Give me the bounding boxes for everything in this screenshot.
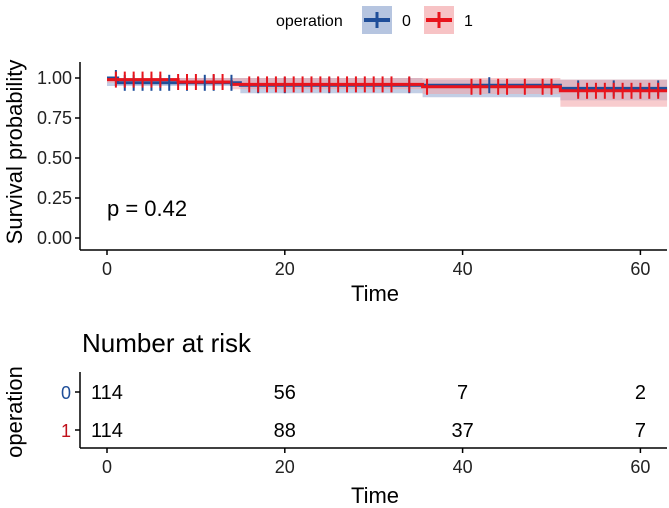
risk-cell: 2 [635, 382, 646, 404]
risk-x-axis-title: Time [351, 483, 399, 508]
risk-cell: 37 [451, 420, 473, 442]
risk-table-title: Number at risk [82, 328, 252, 358]
risk-strata-label-0: 0 [61, 383, 71, 403]
legend-label-1: 1 [464, 13, 473, 30]
risk-strata-label-1: 1 [61, 421, 71, 441]
y-tick-label: 0.25 [37, 188, 72, 208]
y-tick-label: 1.00 [37, 68, 72, 88]
risk-x-tick-label: 20 [275, 457, 295, 477]
risk-cell: 114 [91, 420, 123, 442]
risk-cell: 114 [91, 382, 123, 404]
survival-plot: 0.00 0.25 0.50 0.75 1.00 0 20 40 60 Survival pr… [2, 60, 668, 306]
x-tick-label: 0 [102, 259, 112, 279]
risk-cell: 88 [274, 420, 296, 442]
p-value-annotation: p = 0.42 [107, 196, 187, 221]
risk-cell: 56 [274, 382, 296, 404]
risk-x-tick-label: 0 [102, 457, 112, 477]
x-tick-label: 60 [630, 259, 650, 279]
legend-entry-1: 1 [424, 6, 473, 34]
y-axis-title: Survival probability [2, 60, 27, 245]
y-tick-label: 0.75 [37, 108, 72, 128]
legend-label-0: 0 [402, 13, 411, 30]
risk-y-axis-title: operation [2, 366, 27, 458]
x-tick-label: 20 [275, 259, 295, 279]
y-tick-label: 0.50 [37, 148, 72, 168]
x-axis-title: Time [351, 281, 399, 306]
risk-cell: 7 [457, 382, 468, 404]
risk-x-tick-label: 60 [630, 457, 650, 477]
risk-cell: 7 [635, 420, 646, 442]
risk-table: Number at risk 114 56 7 2 114 88 37 7 0 1 0 20 40 6… [2, 328, 667, 508]
legend: operation 0 1 [276, 6, 473, 34]
x-tick-label: 40 [453, 259, 473, 279]
legend-entry-0: 0 [362, 6, 411, 34]
y-tick-label: 0.00 [37, 228, 72, 248]
risk-x-tick-label: 40 [453, 457, 473, 477]
legend-title: operation [276, 13, 343, 30]
